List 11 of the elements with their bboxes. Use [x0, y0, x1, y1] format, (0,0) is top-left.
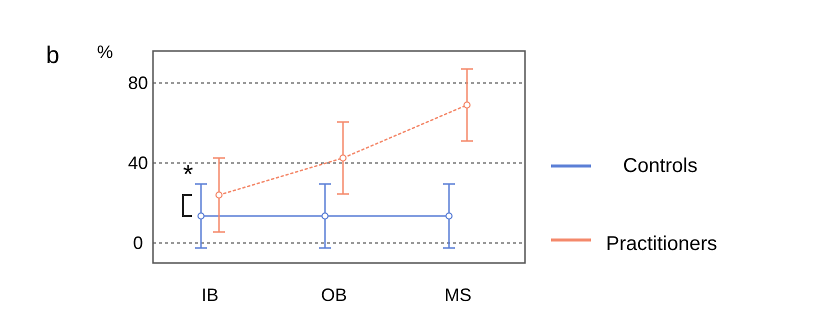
x-tick-label: IB [201, 285, 219, 305]
y-tick-label: 0 [132, 233, 144, 253]
annotation: * [182, 159, 194, 189]
legend-label: Controls [623, 155, 698, 177]
x-tick-label: OB [320, 285, 348, 305]
x-tick-label: MS [444, 285, 472, 305]
legend-label: Practitioners [606, 233, 718, 255]
y-tick-label: 80 [128, 73, 148, 93]
y-tick-label: 40 [128, 153, 148, 173]
text: b [46, 42, 60, 69]
y-axis-title: % [96, 42, 114, 62]
